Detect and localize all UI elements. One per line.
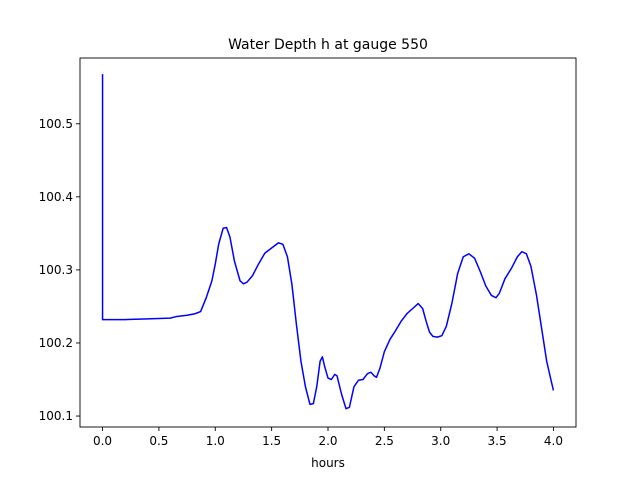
plot-area: 0.0 0.5 1.0 1.5 2.0 2.5 3.0 3.5 4.0 100.1 100.2 100… [39,57,577,448]
y-tick-label: 100.5 [39,117,73,131]
x-axis-title: hours [311,456,345,470]
x-tick-label: 1.0 [206,434,225,448]
x-tick-label: 2.0 [318,434,337,448]
x-tick-label: 0.0 [93,434,112,448]
y-tick-label: 100.3 [39,263,73,277]
y-tick-label: 100.2 [39,336,73,350]
series-line-0 [101,74,555,410]
y-tick-label: 100.1 [39,409,73,423]
chart-title: Water Depth h at gauge 550 [228,37,428,53]
x-tick-label: 0.5 [149,434,168,448]
x-tick-label: 1.5 [262,434,281,448]
x-tick-label: 4.0 [544,434,563,448]
x-tick-label: 3.0 [431,434,450,448]
x-tick-label: 2.5 [375,434,394,448]
y-tick-label: 100.4 [39,190,73,204]
x-tick-label: 3.5 [488,434,507,448]
